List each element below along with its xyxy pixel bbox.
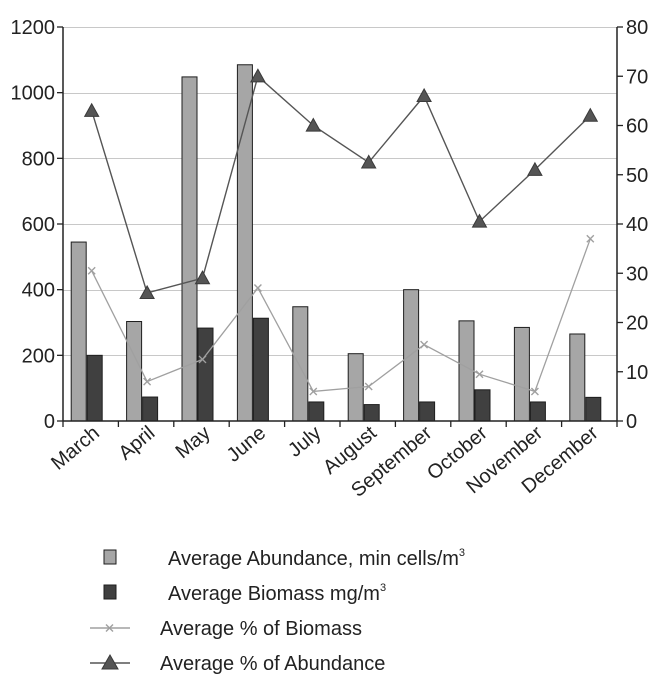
grid-layer [63,27,617,356]
legend-label: Average % of Biomass [160,618,362,640]
y-right-tick-label: 70 [626,66,648,88]
bar-abundance [458,320,475,422]
marker-triangle [250,68,266,83]
x-category-label: April [115,422,160,465]
marker-x [364,382,373,391]
bar-abundance [181,76,198,422]
marker-triangle [527,161,543,176]
legend-label-sup: 3 [380,582,386,594]
y-left-tick-label: 0 [44,411,55,433]
legend-marker-triangle [101,653,119,670]
legend-item: Average % of Biomass [90,618,362,640]
y-right-tick-label: 30 [626,263,648,285]
legend-item: Average % of Abundance [90,653,385,675]
marker-x-stroke [198,355,207,364]
marker-x-stroke [253,284,262,293]
x-category-label: May [172,422,215,463]
legend-label-sup: 3 [459,547,465,559]
bar-abundance [513,326,530,422]
marker-x-stroke [586,234,595,243]
axis-layer: 0 200 400 600 800 1000 1200 0 10 20 30 40 50 60 70 80 Ma… [11,17,649,502]
y-right-tick-label: 0 [626,411,637,433]
legend-swatch [103,584,117,600]
marker-triangle [360,154,377,169]
marker-x-stroke [87,266,96,275]
x-category-label: July [284,422,325,462]
marker-x-stroke [475,370,484,379]
y-left-tick-label: 400 [22,280,55,302]
y-left-tick-label: 1000 [11,83,56,105]
marker-x [420,340,429,349]
marker-x [198,355,207,364]
marker-x [87,266,96,275]
legend-item: Average Biomass mg/m3 [103,582,386,605]
bar-biomass [142,396,159,422]
y-right-tick-label: 60 [626,116,648,138]
series-line-abundance-pct [91,75,591,294]
y-left-tick-label: 800 [22,148,55,170]
bar-biomass [474,389,491,422]
bar-biomass [529,401,546,422]
bar-abundance [236,64,253,422]
y-left-tick-label: 200 [22,345,55,367]
legend-swatch [103,549,117,565]
marker-x-stroke [420,340,429,349]
bar-abundance [403,289,420,422]
series-line-biomass-pct [91,238,591,393]
marker-x [586,234,595,243]
marker-triangle [416,87,432,103]
legend-label-text: Average % of Biomass [160,618,362,640]
y-right-tick-label: 20 [626,313,648,335]
marker-x-stroke [105,624,114,632]
bar-abundance [70,241,87,422]
marker-x [143,377,152,386]
legend-label-text: Average Biomass mg/m [168,583,380,605]
bar-biomass [252,317,269,422]
legend-label: Average Biomass mg/m3 [168,582,386,605]
marker-x [475,370,484,379]
y-left-tick-label: 600 [22,214,55,236]
marker-x [253,284,262,293]
marker-x [309,387,318,396]
bar-biomass [363,404,380,422]
y-right-tick-label: 40 [626,214,648,236]
legend-label-text: Average % of Abundance [160,653,385,675]
bar-biomass [419,401,436,422]
x-category-label: March [47,422,104,475]
marker-triangle [471,213,488,228]
y-right-tick-label: 50 [626,165,648,187]
bar-biomass [308,401,325,422]
marker-x-stroke [143,377,152,386]
y-right-tick-label: 80 [626,17,648,39]
marker-triangle [582,107,599,122]
legend-label: Average Abundance, min cells/m3 [168,547,465,570]
y-right-tick-label: 10 [626,362,648,384]
marker-x-stroke [530,387,539,396]
marker-triangle [194,270,211,285]
marker-x-stroke [364,382,373,391]
bar-biomass [197,327,214,422]
bar-layer [70,64,602,422]
line-layer [83,68,599,396]
marker-x [530,387,539,396]
bar-abundance [126,321,143,422]
marker-triangle [305,117,322,132]
marker-x-stroke [309,387,318,396]
marker-triangle [83,102,100,117]
legend-label: Average % of Abundance [160,653,385,675]
legend-item: Average Abundance, min cells/m3 [103,547,465,570]
y-left-tick-label: 1200 [11,17,56,39]
bar-biomass [86,354,103,422]
marker-triangle [139,284,155,300]
bar-abundance [292,306,309,422]
bar-abundance [569,333,586,422]
legend-label-text: Average Abundance, min cells/m [168,548,459,570]
legend-marker-x [105,624,114,632]
x-category-label: June [223,422,270,467]
bar-biomass [585,396,602,422]
